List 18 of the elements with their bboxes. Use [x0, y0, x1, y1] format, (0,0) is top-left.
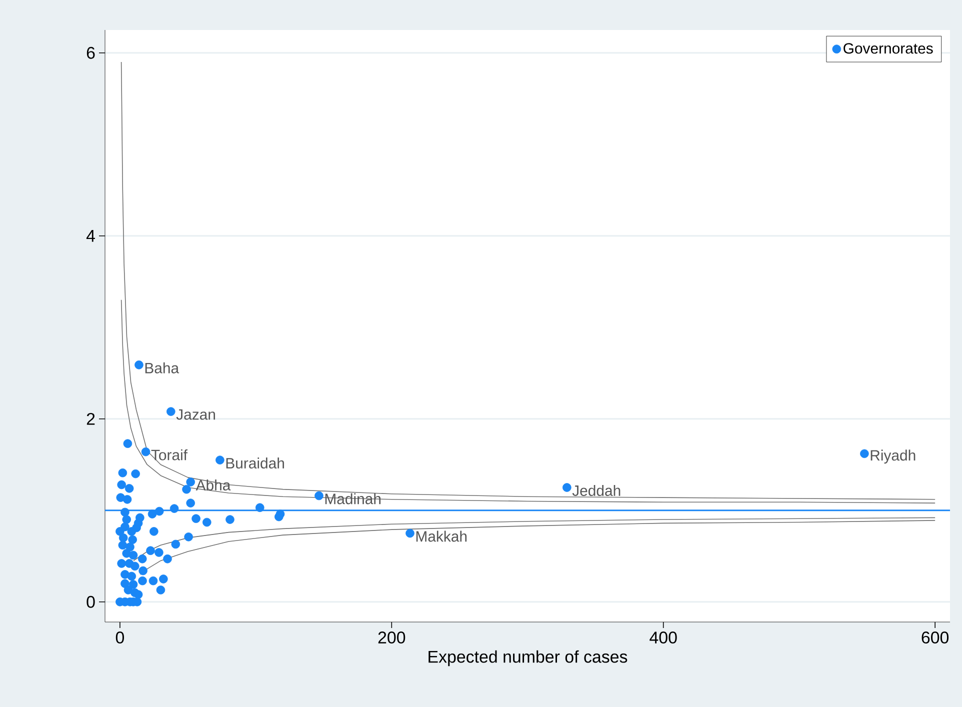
annotation: Jazan [176, 409, 215, 420]
annotation: Jeddah [572, 485, 620, 496]
annotation: Toraif [151, 449, 188, 460]
x-tick-label: 600 [922, 632, 949, 644]
y-tick-label: 0 [86, 596, 95, 608]
x-tick-label: 0 [116, 632, 124, 644]
annotation: Baha [145, 362, 180, 374]
y-tick-label: 6 [86, 46, 95, 59]
annotation: Riyadh [870, 450, 916, 464]
annotation: Makkah [416, 530, 467, 542]
x-tick-label: 200 [378, 632, 406, 644]
y-tick-label: 2 [86, 412, 95, 425]
y-tick-label: 4 [86, 230, 95, 242]
x-axis-title: Expected number of cases [428, 650, 628, 666]
x-tick-label: 400 [650, 632, 677, 644]
annotation: Abha [196, 480, 231, 490]
legend-label: Governorates [844, 43, 933, 54]
annotation: Buraidah [226, 458, 284, 469]
